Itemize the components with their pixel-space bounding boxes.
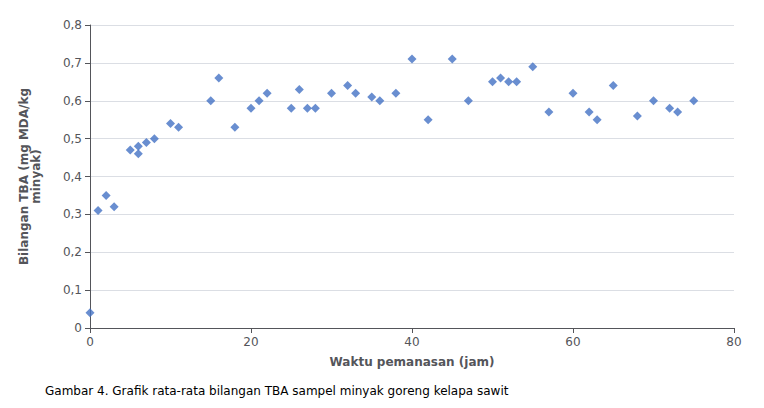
svg-text:80: 80 [726,335,741,349]
svg-text:Gambar 4. Grafik rata-rata bil: Gambar 4. Grafik rata-rata bilangan TBA … [45,384,509,398]
svg-text:0,2: 0,2 [63,245,82,259]
svg-text:Bilangan TBA (mg MDA/kg: Bilangan TBA (mg MDA/kg [17,87,31,266]
svg-text:0,3: 0,3 [63,207,82,221]
svg-text:0,5: 0,5 [63,132,82,146]
svg-text:minyak): minyak) [29,149,43,204]
svg-text:0: 0 [74,321,82,335]
svg-text:20: 20 [243,335,258,349]
svg-text:0,4: 0,4 [63,170,82,184]
svg-text:Waktu pemanasan (jam): Waktu pemanasan (jam) [330,355,495,369]
svg-text:0,7: 0,7 [63,56,82,70]
svg-text:40: 40 [404,335,419,349]
svg-text:0,8: 0,8 [63,18,82,32]
svg-text:0,1: 0,1 [63,283,82,297]
svg-text:60: 60 [565,335,580,349]
svg-text:0: 0 [86,335,94,349]
svg-text:0,6: 0,6 [63,94,82,108]
